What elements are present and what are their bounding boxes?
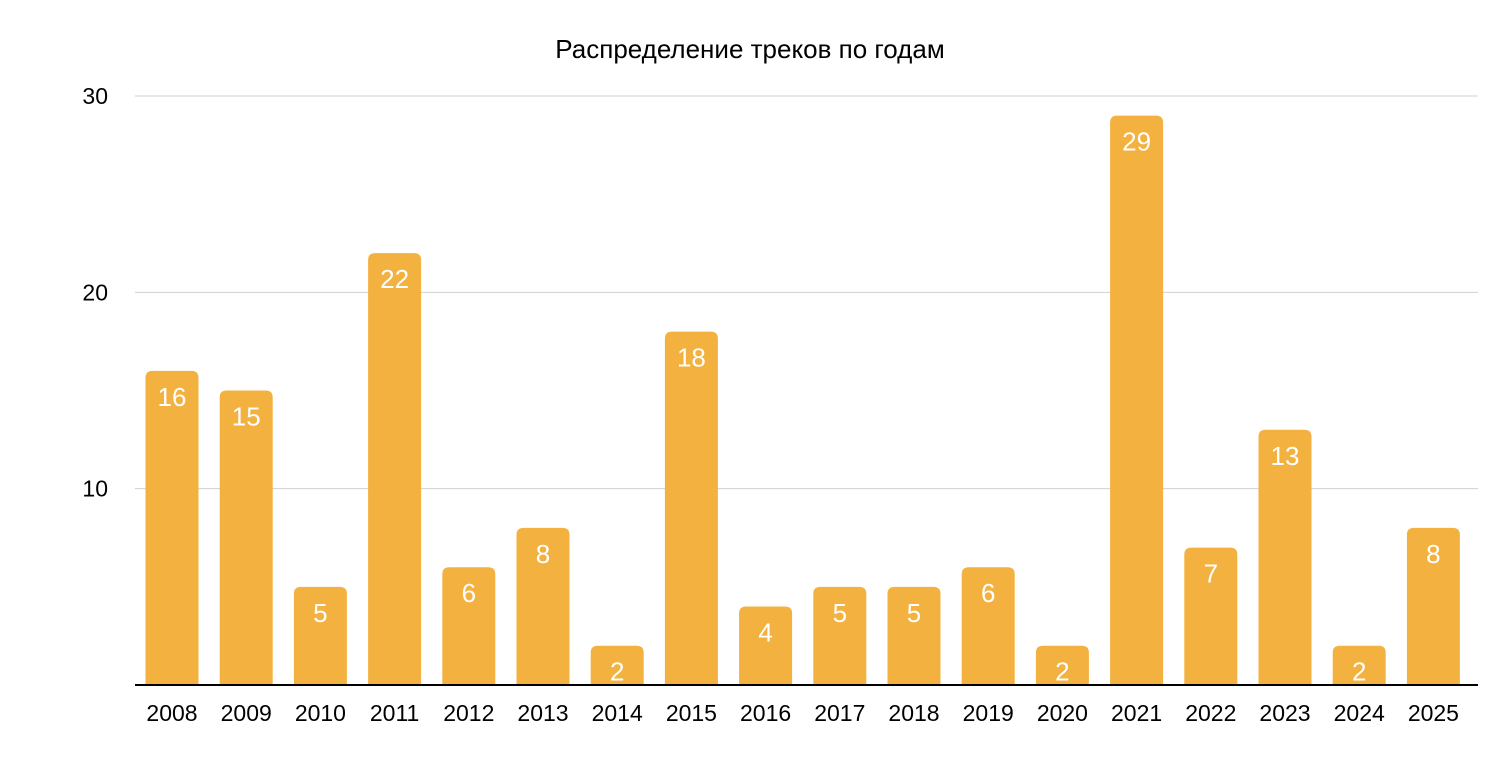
x-tick-label: 2010	[295, 700, 346, 726]
y-tick-label: 20	[82, 279, 108, 305]
bar-value-label: 2	[610, 657, 624, 687]
bar-2022	[1184, 547, 1238, 685]
bar-2012	[442, 567, 496, 685]
x-tick-label: 2013	[517, 700, 568, 726]
bar-value-label: 8	[536, 539, 550, 569]
x-tick-label: 2022	[1185, 700, 1236, 726]
x-tick-label: 2024	[1334, 700, 1385, 726]
bar-2010	[293, 586, 347, 685]
x-tick-label: 2012	[443, 700, 494, 726]
bar-data-labels: 16 15 5 22 6 8 2 18 4 5 5 6 2 29 7 13 2 8	[158, 127, 1441, 687]
x-tick-label: 2014	[592, 700, 643, 726]
x-tick-label: 2011	[370, 700, 419, 726]
bar-value-label: 4	[758, 617, 772, 647]
bar-2020	[1035, 645, 1089, 685]
x-tick-label: 2020	[1037, 700, 1088, 726]
bar-value-label: 5	[833, 598, 847, 628]
bar-2015	[664, 331, 718, 685]
bar-value-label: 18	[677, 343, 706, 373]
bar-2011	[368, 253, 422, 686]
bar-2025	[1406, 527, 1460, 685]
bar-2024	[1332, 645, 1386, 685]
bar-value-label: 16	[158, 382, 187, 412]
x-tick-label: 2008	[146, 700, 197, 726]
y-tick-label: 30	[82, 83, 108, 109]
bar-2018	[887, 586, 941, 685]
x-tick-label: 2015	[666, 700, 717, 726]
x-tick-label: 2019	[963, 700, 1014, 726]
bar-value-label: 7	[1204, 559, 1218, 589]
bar-value-label: 6	[462, 578, 476, 608]
x-tick-label: 2021	[1111, 700, 1162, 726]
bar-2016	[739, 606, 793, 685]
bars	[145, 115, 1460, 686]
x-tick-label: 2017	[814, 700, 865, 726]
bar-2023	[1258, 429, 1312, 685]
bar-value-label: 15	[232, 402, 261, 432]
bar-2009	[219, 390, 273, 685]
bar-value-label: 13	[1271, 441, 1300, 471]
bar-value-label: 22	[380, 264, 409, 294]
bar-value-label: 6	[981, 578, 995, 608]
bar-2019	[961, 567, 1015, 685]
bar-2014	[590, 645, 644, 685]
bar-2008	[145, 370, 199, 685]
bar-value-label: 5	[907, 598, 921, 628]
bar-value-label: 8	[1426, 539, 1440, 569]
y-axis-ticks: 10 20 30	[82, 83, 108, 502]
bar-2021	[1110, 115, 1164, 686]
x-tick-label: 2025	[1408, 700, 1459, 726]
bar-value-label: 29	[1122, 127, 1151, 157]
y-tick-label: 10	[82, 476, 108, 502]
bar-value-label: 5	[313, 598, 327, 628]
x-tick-label: 2016	[740, 700, 791, 726]
grid-lines	[135, 95, 1478, 490]
x-tick-label: 2018	[888, 700, 939, 726]
x-tick-label: 2009	[221, 700, 272, 726]
chart-title: Распределение треков по годам	[555, 34, 944, 64]
bar-2013	[516, 527, 570, 685]
bar-value-label: 2	[1055, 657, 1069, 687]
x-axis-ticks: 2008 2009 2010 2011 2012 2013 2014 2015 2016 2017…	[146, 700, 1459, 726]
x-tick-label: 2023	[1259, 700, 1310, 726]
bar-2017	[813, 586, 867, 685]
bar-value-label: 2	[1352, 657, 1366, 687]
